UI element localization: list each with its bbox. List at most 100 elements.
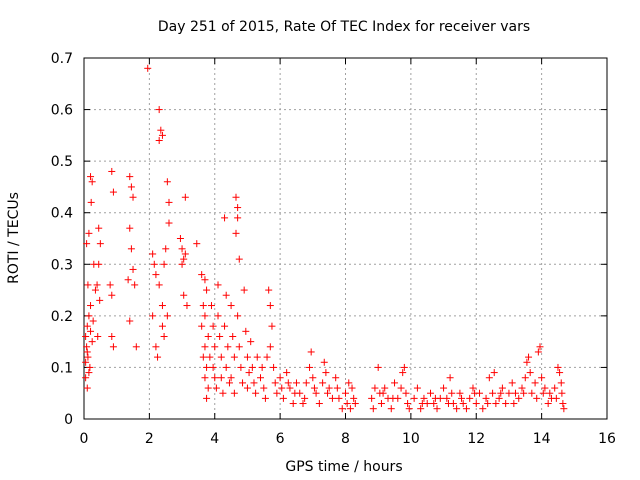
y-tick-label: 0.6: [51, 103, 73, 119]
data-point: [222, 363, 230, 371]
data-point: [335, 394, 343, 402]
data-point: [431, 394, 439, 402]
data-point: [211, 343, 219, 351]
data-point: [430, 400, 438, 408]
data-point: [351, 400, 359, 408]
data-point: [471, 389, 479, 397]
data-point: [307, 348, 315, 356]
data-point: [462, 405, 470, 413]
data-point: [250, 379, 258, 387]
data-point: [389, 394, 397, 402]
data-point: [181, 193, 189, 201]
data-point: [180, 255, 188, 263]
data-point: [252, 389, 260, 397]
data-point: [201, 276, 209, 284]
data-point: [108, 332, 116, 340]
data-point: [214, 312, 222, 320]
data-point: [203, 394, 211, 402]
data-point: [433, 405, 441, 413]
data-point: [85, 369, 93, 377]
data-point: [160, 260, 168, 268]
data-point: [332, 374, 340, 382]
data-point: [479, 405, 487, 413]
data-point: [260, 384, 268, 392]
data-point: [234, 312, 242, 320]
data-point: [95, 260, 103, 268]
data-point: [217, 374, 225, 382]
data-point: [528, 389, 536, 397]
data-point: [374, 363, 382, 371]
data-point: [459, 400, 467, 408]
data-point: [261, 394, 269, 402]
data-point: [400, 363, 408, 371]
data-point: [203, 363, 211, 371]
data-point: [155, 281, 163, 289]
data-point: [520, 389, 528, 397]
data-point: [418, 400, 426, 408]
data-point: [490, 369, 498, 377]
data-point: [89, 317, 97, 325]
data-point: [152, 271, 160, 279]
x-tick-label: 16: [598, 431, 616, 447]
data-point: [253, 353, 261, 361]
data-point: [149, 312, 157, 320]
x-tick-label: 10: [402, 431, 420, 447]
data-point: [263, 353, 271, 361]
data-point: [217, 353, 225, 361]
data-point: [248, 363, 256, 371]
data-point: [108, 167, 116, 175]
data-point: [510, 400, 518, 408]
data-point: [325, 384, 333, 392]
data-point: [381, 384, 389, 392]
x-tick-label: 6: [276, 431, 285, 447]
data-point: [245, 369, 253, 377]
data-point: [201, 374, 209, 382]
data-point: [404, 400, 412, 408]
data-point: [399, 369, 407, 377]
data-point: [211, 374, 219, 382]
data-point: [86, 363, 94, 371]
data-point: [181, 250, 189, 258]
data-point: [258, 363, 266, 371]
data-point: [93, 281, 101, 289]
data-point: [204, 384, 212, 392]
y-axis-label: ROTI / TECUs: [6, 192, 22, 284]
data-point: [221, 214, 229, 222]
x-tick-label: 8: [341, 431, 350, 447]
data-point: [207, 302, 215, 310]
data-point: [309, 374, 317, 382]
data-point: [230, 389, 238, 397]
data-point: [209, 322, 217, 330]
data-point: [193, 240, 201, 248]
data-point: [278, 384, 286, 392]
data-point: [284, 379, 292, 387]
data-point: [443, 394, 451, 402]
data-point: [387, 405, 395, 413]
data-point: [150, 260, 158, 268]
data-point: [87, 198, 95, 206]
data-point: [214, 281, 222, 289]
data-point: [165, 198, 173, 206]
data-point: [533, 394, 541, 402]
data-point: [84, 353, 92, 361]
data-point: [149, 250, 157, 258]
data-point: [163, 312, 171, 320]
data-point: [239, 379, 247, 387]
data-point: [232, 193, 240, 201]
data-point: [531, 379, 539, 387]
data-point: [87, 302, 95, 310]
data-point: [82, 332, 90, 340]
y-tick-label: 0.7: [51, 51, 73, 67]
data-point: [234, 214, 242, 222]
data-point: [456, 389, 464, 397]
data-point: [410, 394, 418, 402]
data-point: [206, 353, 214, 361]
data-point: [266, 343, 274, 351]
data-point: [319, 379, 327, 387]
data-point: [350, 394, 358, 402]
data-point: [152, 343, 160, 351]
data-point: [85, 229, 93, 237]
data-point: [368, 394, 376, 402]
data-point: [426, 389, 434, 397]
